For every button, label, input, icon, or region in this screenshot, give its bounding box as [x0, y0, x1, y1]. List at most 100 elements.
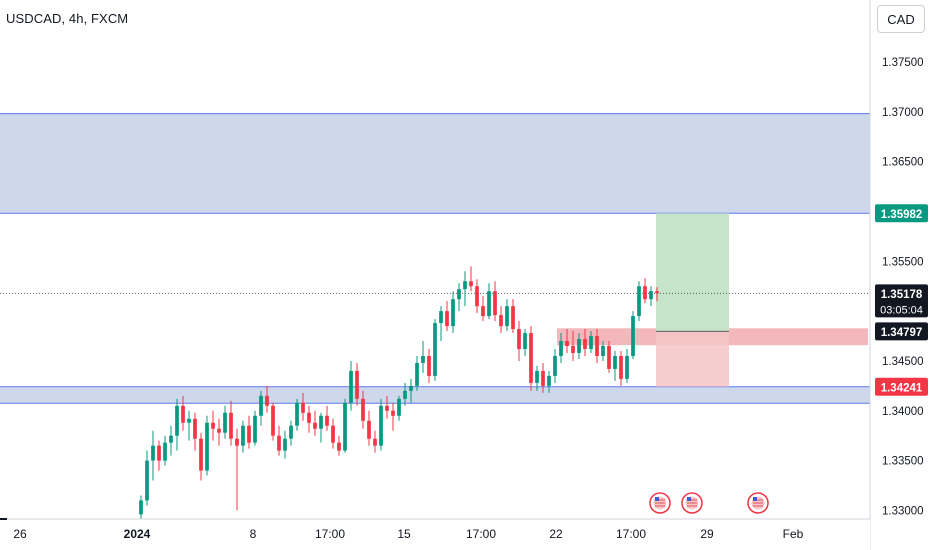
candle-body — [619, 355, 623, 379]
candle-body — [307, 412, 311, 423]
price-tag-target — [875, 204, 928, 223]
y-tick-label: 1.37500 — [882, 57, 924, 69]
candle-body — [331, 425, 335, 443]
candle-body — [469, 281, 473, 287]
price-tag-label: 1.34797 — [881, 327, 923, 339]
candle-body — [373, 438, 377, 446]
x-tick-label: 17:00 — [466, 527, 496, 541]
candle-body — [565, 341, 569, 347]
candle-body — [403, 390, 407, 399]
symbol-title: USDCAD, 4h, FXCM — [6, 11, 129, 26]
candle-body — [229, 412, 233, 439]
price-axis[interactable] — [870, 0, 932, 550]
candle-body — [313, 422, 317, 429]
candle-body — [199, 438, 203, 471]
candle-body — [595, 336, 599, 356]
candle-body — [265, 395, 269, 406]
candle-body — [523, 333, 527, 349]
candle-body — [277, 435, 281, 451]
candle-body — [187, 418, 191, 423]
x-tick-label: 22 — [549, 527, 563, 541]
candle-body — [493, 291, 497, 316]
position-target-area[interactable] — [656, 213, 729, 332]
candle-body — [169, 435, 173, 443]
price-tag-label: 1.35178 — [881, 289, 923, 301]
candle-body — [283, 438, 287, 451]
event-flag-icon[interactable] — [681, 492, 703, 514]
candle-body — [577, 339, 581, 353]
price-tag-stop — [875, 377, 928, 396]
candle-body — [559, 341, 563, 356]
currency-button[interactable]: CAD — [877, 5, 925, 33]
y-tick-label: 1.33500 — [882, 456, 924, 468]
resistance-zone[interactable] — [0, 113, 870, 214]
candle-body — [337, 442, 341, 451]
candle-body — [271, 405, 275, 436]
y-tick-label: 1.34500 — [882, 356, 924, 368]
y-tick-label: 1.35500 — [882, 256, 924, 268]
time-axis[interactable] — [0, 519, 870, 550]
candle-body — [655, 291, 659, 294]
support-zone[interactable] — [0, 386, 870, 404]
candle-body — [481, 306, 485, 317]
candle-body — [151, 445, 155, 461]
candle-body — [487, 291, 491, 317]
candle-body — [295, 402, 299, 426]
candle-body — [259, 395, 263, 416]
candle-body — [571, 346, 575, 353]
candle-body — [145, 460, 149, 501]
candle-body — [349, 370, 353, 403]
candle-body — [607, 346, 611, 369]
candle-body — [427, 355, 431, 376]
price-tag-label: 1.34241 — [881, 382, 923, 394]
candle-body — [211, 422, 215, 429]
x-tick-label: 17:00 — [616, 527, 646, 541]
candle-body — [157, 445, 161, 461]
candle-body — [433, 323, 437, 376]
candle-body — [505, 306, 509, 327]
candle-body — [415, 362, 419, 386]
candle-body — [235, 438, 239, 446]
x-tick-label: 15 — [397, 527, 411, 541]
position-stop-area[interactable] — [656, 331, 729, 387]
x-tick-label: 26 — [13, 527, 27, 541]
candle-body — [223, 412, 227, 433]
candle-body — [589, 336, 593, 349]
candle-body — [625, 355, 629, 379]
y-tick-label: 1.36500 — [882, 157, 924, 169]
candle-body — [475, 286, 479, 307]
price-tag-current — [875, 284, 928, 318]
candle-body — [247, 425, 251, 443]
candle-body — [643, 286, 647, 300]
candle-body — [397, 398, 401, 416]
candle-body — [541, 370, 545, 386]
candle-body — [193, 418, 197, 439]
candle-body — [553, 355, 557, 376]
candle-body — [355, 370, 359, 399]
candle-body — [499, 315, 503, 327]
countdown-label: 03:05:04 — [880, 304, 923, 316]
candle-body — [583, 339, 587, 349]
candle-body — [241, 425, 245, 446]
price-tag-entry — [875, 322, 928, 341]
candle-body — [511, 306, 515, 330]
candle-body — [175, 405, 179, 436]
candle-body — [631, 316, 635, 356]
candle-body — [343, 402, 347, 451]
candle-body — [139, 500, 143, 515]
x-tick-label: 17:00 — [315, 527, 345, 541]
candle-body — [379, 405, 383, 446]
candle-body — [451, 299, 455, 327]
candle-body — [463, 281, 467, 290]
event-flag-icon[interactable] — [747, 492, 769, 514]
candle-body — [601, 346, 605, 356]
candle-body — [367, 420, 371, 439]
event-flag-icon[interactable] — [649, 492, 671, 514]
y-tick-label: 1.33000 — [882, 505, 924, 517]
candle-body — [289, 425, 293, 439]
candle-body — [649, 291, 653, 300]
candle-body — [253, 415, 257, 443]
y-tick-label: 1.37000 — [882, 107, 924, 119]
